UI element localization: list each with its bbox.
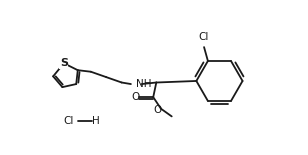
Text: S: S: [60, 58, 68, 68]
Text: H: H: [92, 116, 100, 126]
Text: Cl: Cl: [63, 116, 74, 126]
Text: O: O: [153, 105, 161, 115]
Text: Cl: Cl: [198, 32, 209, 42]
Text: O: O: [132, 92, 140, 102]
Text: NH: NH: [136, 79, 151, 89]
